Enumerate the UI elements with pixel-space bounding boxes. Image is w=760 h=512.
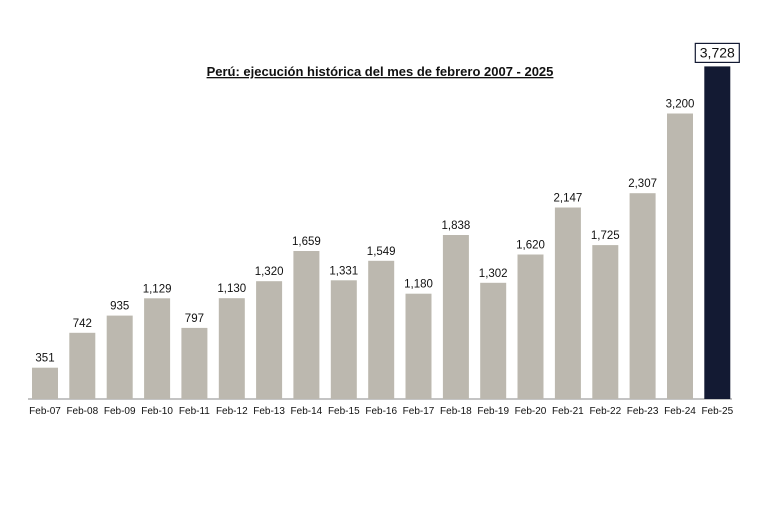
x-tick-feb-09: Feb-09	[104, 406, 136, 417]
value-label-feb-22: 1,725	[591, 230, 620, 242]
bar-feb-08	[69, 332, 96, 399]
value-label-feb-19: 1,302	[479, 268, 508, 280]
bar-feb-10	[144, 298, 171, 399]
x-tick-feb-20: Feb-20	[515, 406, 547, 417]
bar-feb-07	[32, 367, 58, 399]
x-tick-feb-10: Feb-10	[141, 406, 173, 417]
x-tick-labels-group: Feb-07 Feb-08 Feb-09 Feb-10 Feb-11 Feb-12 Feb-…	[29, 406, 733, 417]
bar-feb-16	[368, 260, 395, 399]
x-tick-feb-23: Feb-23	[627, 406, 659, 417]
chart-title: Perú: ejecución histórica del mes de feb…	[207, 64, 554, 79]
value-label-feb-09: 935	[110, 301, 129, 313]
x-tick-feb-21: Feb-21	[552, 406, 584, 417]
bar-feb-23	[629, 193, 656, 399]
value-label-feb-21: 2,147	[554, 193, 583, 205]
value-label-feb-24: 3,200	[666, 99, 695, 111]
bar-feb-25	[704, 66, 731, 400]
value-label-feb-11: 797	[185, 313, 204, 325]
bar-feb-21	[554, 207, 581, 399]
value-label-feb-18: 1,838	[442, 220, 471, 232]
x-tick-feb-13: Feb-13	[253, 406, 285, 417]
bar-feb-19	[480, 282, 507, 399]
value-labels-group: 351 742 935 1,129 797 1,130 1,320 1,659 1,331 1,5…	[35, 42, 740, 365]
value-label-feb-07: 351	[35, 353, 54, 365]
x-tick-feb-07: Feb-07	[29, 406, 61, 417]
bar-feb-09	[106, 315, 133, 399]
value-label-feb-20: 1,620	[516, 240, 545, 252]
x-tick-feb-16: Feb-16	[365, 406, 397, 417]
x-tick-feb-17: Feb-17	[403, 406, 435, 417]
value-label-feb-10: 1,129	[143, 283, 172, 295]
bar-feb-14	[293, 251, 320, 399]
bar-feb-15	[330, 280, 357, 399]
bar-feb-24	[667, 113, 693, 399]
value-label-feb-17: 1,180	[404, 279, 433, 291]
value-label-feb-16: 1,549	[367, 246, 396, 258]
value-label-feb-23: 2,307	[628, 178, 657, 190]
x-tick-feb-19: Feb-19	[477, 406, 509, 417]
bar-feb-18	[442, 235, 469, 399]
x-tick-feb-18: Feb-18	[440, 406, 472, 417]
bar-feb-13	[256, 281, 283, 399]
value-label-feb-25: 3,728	[700, 44, 735, 60]
bar-feb-11	[181, 327, 208, 399]
x-tick-feb-22: Feb-22	[589, 406, 621, 417]
x-tick-feb-25: Feb-25	[701, 406, 733, 417]
bar-feb-17	[405, 293, 432, 399]
x-tick-feb-15: Feb-15	[328, 406, 360, 417]
x-tick-feb-08: Feb-08	[66, 406, 98, 417]
highlight-label-box	[694, 42, 740, 64]
x-tick-feb-12: Feb-12	[216, 406, 248, 417]
value-label-feb-14: 1,659	[292, 236, 321, 248]
bar-feb-20	[517, 254, 544, 399]
bar-feb-22	[592, 245, 619, 399]
value-label-feb-13: 1,320	[255, 266, 284, 278]
bar-feb-12	[218, 298, 245, 399]
x-tick-feb-24: Feb-24	[664, 406, 696, 417]
x-tick-feb-11: Feb-11	[179, 406, 210, 417]
bars-group	[32, 66, 731, 400]
value-label-feb-15: 1,331	[329, 265, 358, 277]
value-label-feb-12: 1,130	[217, 283, 246, 295]
value-label-feb-08: 742	[73, 318, 92, 330]
x-tick-feb-14: Feb-14	[291, 406, 323, 417]
